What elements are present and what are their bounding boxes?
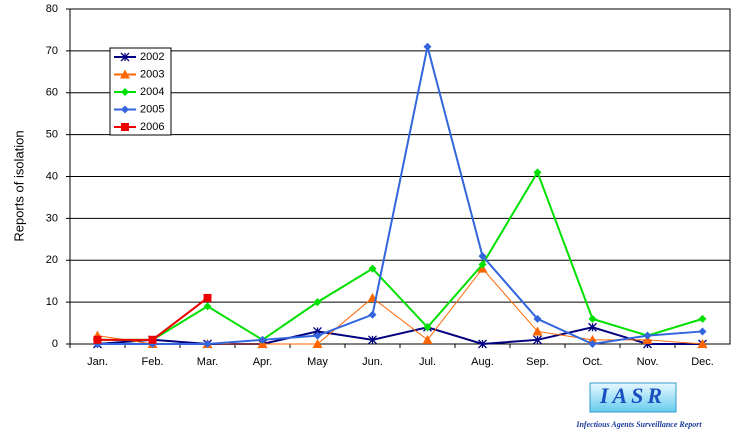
y-tick-label: 0 <box>52 338 58 350</box>
x-tick-label: Mar. <box>197 356 218 368</box>
y-tick-label: 80 <box>46 3 58 15</box>
y-tick-label: 60 <box>46 87 58 99</box>
marker <box>423 323 432 332</box>
y-tick-label: 10 <box>46 296 58 308</box>
marker <box>697 339 708 348</box>
x-tick-label: Oct. <box>582 356 602 368</box>
y-tick-label: 20 <box>46 254 58 266</box>
marker <box>587 334 598 344</box>
y-tick-label: 70 <box>46 45 58 57</box>
marker <box>313 298 322 307</box>
logo-title: IASR <box>599 383 666 408</box>
marker <box>588 314 597 323</box>
marker <box>533 314 542 323</box>
marker <box>532 326 543 336</box>
legend-label: 2004 <box>140 86 164 98</box>
marker <box>643 331 652 340</box>
marker <box>203 340 212 348</box>
marker <box>312 339 323 348</box>
marker <box>533 168 542 177</box>
marker <box>258 335 267 344</box>
marker <box>422 334 433 344</box>
logo-subtitle: Infectious Agents Surveillance Report <box>575 420 702 429</box>
logo-box <box>589 382 677 413</box>
y-axis-label: Reports of isolation <box>11 130 26 241</box>
y-tick-label: 40 <box>46 170 58 182</box>
x-tick-label: Apr. <box>253 356 273 368</box>
series-line <box>97 170 703 342</box>
legend-marker <box>120 69 130 79</box>
marker <box>478 260 487 269</box>
marker <box>698 327 707 336</box>
marker <box>478 252 487 261</box>
x-tick-label: Feb. <box>141 356 163 368</box>
legend-label: 2002 <box>140 51 164 63</box>
legend-label: 2003 <box>140 68 164 80</box>
y-tick-label: 50 <box>46 129 58 141</box>
marker <box>478 339 487 349</box>
marker <box>533 335 542 345</box>
legend-marker <box>121 123 129 131</box>
x-tick-label: Jan. <box>87 356 108 368</box>
x-tick-label: Jul. <box>419 356 436 368</box>
series-line <box>97 297 209 341</box>
x-tick-label: Dec. <box>691 356 714 368</box>
legend-label: 2005 <box>140 103 164 115</box>
marker <box>368 264 377 273</box>
marker <box>313 331 322 340</box>
marker <box>368 335 377 345</box>
y-tick-label: 30 <box>46 212 58 224</box>
marker <box>148 335 157 344</box>
marker <box>368 310 377 319</box>
x-tick-label: Jun. <box>362 356 383 368</box>
marker <box>588 340 597 348</box>
x-tick-label: Aug. <box>471 356 494 368</box>
marker <box>93 335 102 344</box>
marker <box>423 42 432 51</box>
x-tick-label: Sep. <box>526 356 549 368</box>
legend-marker <box>121 88 129 96</box>
x-tick-label: Nov. <box>637 356 659 368</box>
legend-label: 2006 <box>140 121 164 133</box>
legend-marker <box>120 52 130 62</box>
series-line <box>97 46 703 346</box>
marker <box>203 302 212 311</box>
legend-marker <box>121 105 129 114</box>
marker <box>203 293 212 302</box>
x-tick-label: May <box>307 356 328 368</box>
marker <box>698 314 707 323</box>
marker <box>588 322 597 332</box>
